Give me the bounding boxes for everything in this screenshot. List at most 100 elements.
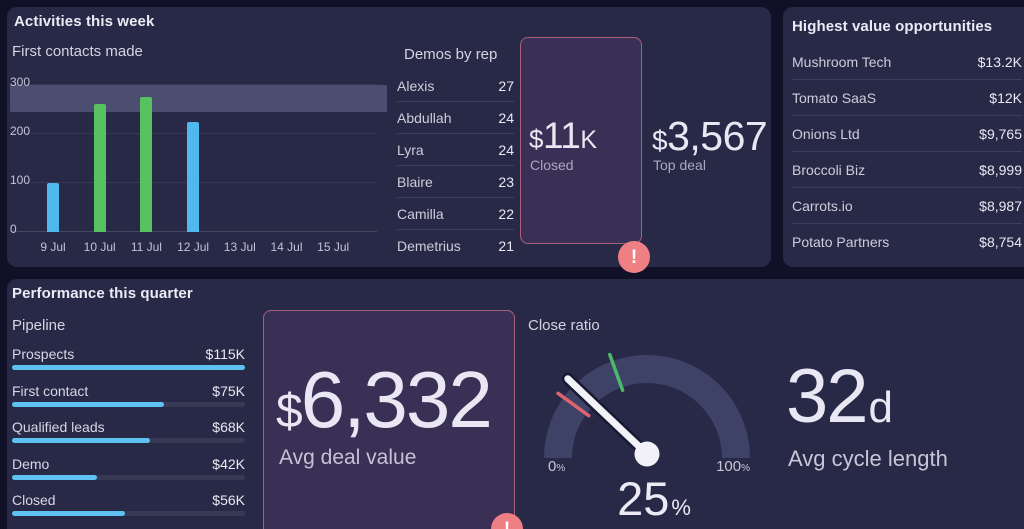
funnel-row[interactable]: First contact $75K	[12, 383, 245, 420]
stage-name: First contact	[12, 382, 89, 399]
list-item[interactable]: Demetrius 21	[397, 230, 514, 261]
avg-cycle-label: Avg cycle length	[788, 446, 948, 471]
demos-by-rep-list: Alexis 27 Abdullah 24 Lyra 24 Blaire 23 …	[397, 70, 514, 261]
list-item[interactable]: Onions Ltd $9,765	[792, 116, 1022, 152]
currency-symbol: $	[652, 125, 668, 156]
rep-name: Camilla	[397, 205, 444, 222]
company-name: Tomato SaaS	[792, 89, 877, 106]
cycle-value: 32	[786, 354, 869, 439]
rep-count: 24	[498, 109, 514, 126]
rep-count: 23	[498, 173, 514, 190]
list-item[interactable]: Carrots.io $8,987	[792, 188, 1022, 224]
list-item[interactable]: Potato Partners $8,754	[792, 224, 1022, 259]
alert-icon[interactable]: !	[618, 241, 650, 273]
y-axis-tick: 100	[10, 173, 31, 187]
first-contacts-plot: 0 100 200 300 9 Jul 10 Jul 11 Jul 12 Jul 13 Jul 1…	[10, 76, 387, 254]
stage-value: $115K	[205, 346, 245, 362]
close-ratio-gauge	[544, 352, 750, 467]
avg-deal-value: 6,332	[300, 355, 493, 444]
y-axis-tick: 0	[10, 222, 17, 236]
funnel-bar-track	[12, 438, 245, 444]
pipeline-funnel: Prospects $115K First contact $75K Quali…	[12, 346, 245, 529]
gauge-threshold-tick	[607, 352, 625, 393]
gauge-max-label: 100%	[716, 458, 750, 475]
rep-count: 22	[498, 205, 514, 222]
company-name: Carrots.io	[792, 197, 853, 214]
stage-value: $68K	[212, 419, 245, 436]
x-axis-tick: 11 Jul	[130, 240, 162, 254]
bar-12-jul[interactable]	[187, 121, 200, 232]
gauge-hub	[634, 441, 660, 467]
company-name: Onions Ltd	[792, 125, 860, 142]
stage-name: Qualified leads	[12, 419, 105, 436]
alert-icon[interactable]: !	[491, 513, 523, 529]
list-item[interactable]: Lyra 24	[397, 134, 514, 166]
rep-name: Alexis	[397, 77, 435, 94]
closed-value: 11	[542, 115, 581, 156]
funnel-row[interactable]: Qualified leads $68K	[12, 419, 245, 456]
opportunities-list: Mushroom Tech $13.2K Tomato SaaS $12K On…	[792, 44, 1022, 259]
x-axis-tick: 12 Jul	[177, 240, 210, 254]
deal-value: $13.2K	[977, 53, 1022, 70]
gauge-needle	[564, 375, 651, 458]
funnel-bar	[12, 401, 164, 407]
deal-value: $8,999	[979, 161, 1022, 178]
avg-deal-card[interactable]: $6,332 Avg deal value !	[263, 310, 523, 529]
list-item[interactable]: Mushroom Tech $13.2K	[792, 44, 1022, 80]
top-deal-value: 3,567	[667, 113, 768, 159]
avg-deal-amount: $6,332	[276, 355, 493, 444]
funnel-bar	[12, 474, 98, 480]
bar-9-jul[interactable]	[47, 183, 59, 232]
top-deal-label: Top deal	[653, 157, 706, 173]
close-ratio-value: 25%	[617, 472, 691, 525]
stage-value: $75K	[212, 382, 245, 399]
currency-symbol: $	[276, 385, 303, 438]
deal-value: $8,987	[979, 197, 1022, 214]
company-name: Mushroom Tech	[792, 53, 892, 70]
funnel-row[interactable]: Demo $42K	[12, 456, 245, 493]
highlight-band	[10, 85, 387, 112]
rep-name: Lyra	[397, 141, 424, 158]
funnel-row[interactable]: Closed $56K	[12, 492, 245, 529]
funnel-row[interactable]: Prospects $115K	[12, 346, 245, 383]
bar-10-jul[interactable]	[93, 103, 106, 232]
list-item[interactable]: Broccoli Biz $8,999	[792, 152, 1022, 188]
avg-cycle-amount: 32 d	[786, 354, 893, 439]
company-name: Potato Partners	[792, 233, 890, 250]
x-axis-tick: 13 Jul	[223, 240, 256, 254]
stage-value: $42K	[212, 455, 245, 472]
gauge-threshold-tick	[556, 391, 591, 418]
list-item[interactable]: Camilla 22	[397, 198, 514, 230]
funnel-bar-track	[12, 401, 245, 407]
company-name: Broccoli Biz	[792, 161, 866, 178]
funnel-bar-track	[12, 474, 245, 480]
funnel-bar-track	[12, 365, 245, 370]
x-axis-tick: 9 Jul	[40, 240, 66, 254]
funnel-bar	[12, 511, 126, 517]
stage-name: Prospects	[12, 346, 75, 362]
list-item[interactable]: Alexis 27	[397, 70, 514, 102]
deal-value: $8,754	[979, 233, 1022, 250]
rep-name: Blaire	[397, 173, 433, 190]
list-item[interactable]: Abdullah 24	[397, 102, 514, 134]
performance-title: Performance this quarter	[12, 285, 193, 302]
y-axis-tick: 300	[10, 75, 31, 89]
closed-suffix: K	[580, 126, 597, 154]
list-item[interactable]: Blaire 23	[397, 166, 514, 198]
x-axis-tick: 15 Jul	[317, 240, 350, 254]
close-ratio-title: Close ratio	[528, 317, 600, 334]
closed-amount: $11 K	[529, 117, 597, 154]
rep-name: Demetrius	[397, 237, 461, 254]
rep-name: Abdullah	[397, 109, 452, 126]
bar-11-jul[interactable]	[140, 97, 153, 232]
deal-value: $12K	[989, 89, 1022, 106]
rep-count: 27	[498, 77, 514, 94]
avg-deal-label: Avg deal value	[279, 446, 417, 469]
x-axis-tick: 14 Jul	[270, 240, 303, 254]
gauge-min-label: 0%	[548, 458, 566, 475]
panel-opportunities: Highest value opportunities Mushroom Tec…	[783, 7, 1024, 267]
closed-amount-card[interactable]: $11 K Closed !	[520, 37, 650, 273]
list-item[interactable]: Tomato SaaS $12K	[792, 80, 1022, 116]
closed-label: Closed	[530, 157, 574, 173]
